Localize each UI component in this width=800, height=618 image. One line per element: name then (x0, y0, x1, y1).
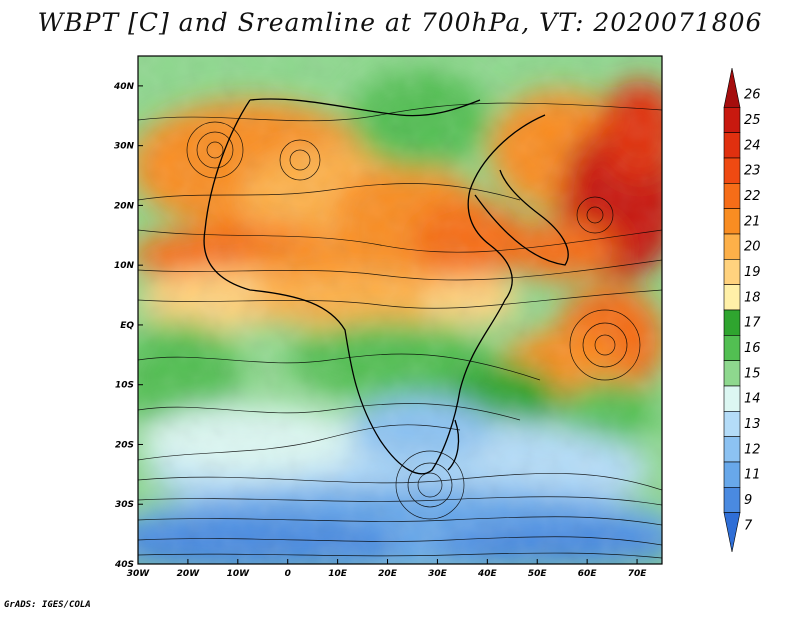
colorbar-swatch (723, 335, 741, 361)
lon-tick-label: 40E (477, 569, 498, 579)
colorbar-swatch (723, 512, 741, 553)
lon-tick-label: 0 (285, 569, 291, 579)
colorbar-label: 24 (744, 138, 761, 153)
lat-tick-label: 30S (115, 500, 134, 510)
colorbar: 26 25 24 23 22 21 20 19 18 17 16 15 14 13 12 11 9 7 (723, 67, 761, 553)
colorbar-swatch (723, 132, 741, 159)
lon-tick-label: 70E (628, 569, 648, 579)
colorbar-label: 17 (744, 316, 761, 331)
lon-tick-label: 30E (428, 569, 448, 579)
colorbar-swatch (723, 107, 741, 133)
colorbar-label: 16 (744, 341, 761, 356)
colorbar-swatch (723, 233, 741, 260)
lat-tick-label: 40S (114, 560, 134, 570)
lon-tick-label: 10W (227, 569, 251, 579)
lon-tick-label: 10E (328, 569, 348, 579)
lon-tick-label: 30W (127, 569, 151, 579)
colorbar-label: 18 (744, 290, 761, 305)
lat-tick-label: 40N (113, 82, 135, 92)
lat-tick-label: 10N (114, 261, 135, 271)
lon-tick-label: 20E (378, 569, 398, 579)
colorbar-swatch (723, 411, 741, 437)
colorbar-swatch (723, 157, 741, 184)
colorbar-label: 19 (744, 265, 761, 280)
lat-tick-label: 10S (115, 381, 134, 391)
lat-tick-label: EQ (120, 321, 134, 331)
lat-tick-label: 30N (114, 142, 135, 152)
lon-tick-label: 20W (177, 569, 201, 579)
colorbar-swatch (723, 360, 741, 387)
colorbar-label: 11 (744, 468, 761, 483)
wbpt-field (138, 56, 662, 564)
colorbar-swatch (723, 208, 741, 235)
colorbar-label: 12 (744, 442, 761, 457)
axis-ticks: 30W 20W 10W 0 10E 20E 30E 40E 50E 60E 70E 40N 30N 20N… (113, 82, 647, 579)
colorbar-label: 14 (744, 392, 761, 407)
colorbar-swatch (723, 461, 741, 488)
grads-credit: GrADS: IGES/COLA (4, 600, 91, 610)
colorbar-swatch (723, 309, 741, 336)
map-title: WBPT [C] and Sreamline at 700hPa, VT: 20… (37, 8, 763, 37)
colorbar-label: 23 (744, 164, 761, 179)
lat-tick-label: 20S (115, 440, 134, 450)
lon-tick-label: 50E (528, 569, 548, 579)
colorbar-label: 25 (744, 113, 761, 128)
lat-tick-label: 20N (114, 201, 135, 211)
colorbar-label: 26 (744, 88, 761, 103)
coastlines (203, 98, 569, 475)
colorbar-label: 15 (744, 366, 761, 381)
colorbar-swatch (723, 487, 741, 513)
colorbar-swatch (723, 259, 741, 285)
colorbar-swatch (723, 284, 741, 311)
colorbar-label: 21 (744, 214, 761, 229)
colorbar-label: 20 (744, 240, 761, 255)
colorbar-swatch (723, 183, 741, 209)
colorbar-swatch (723, 436, 741, 463)
map-frame (137, 55, 663, 565)
colorbar-label: 7 (744, 518, 753, 533)
colorbar-swatch (723, 67, 741, 108)
colorbar-label: 13 (744, 417, 761, 432)
colorbar-label: 22 (744, 189, 761, 204)
colorbar-label: 9 (744, 493, 752, 508)
lon-tick-label: 60E (578, 569, 598, 579)
colorbar-swatch (723, 385, 741, 412)
